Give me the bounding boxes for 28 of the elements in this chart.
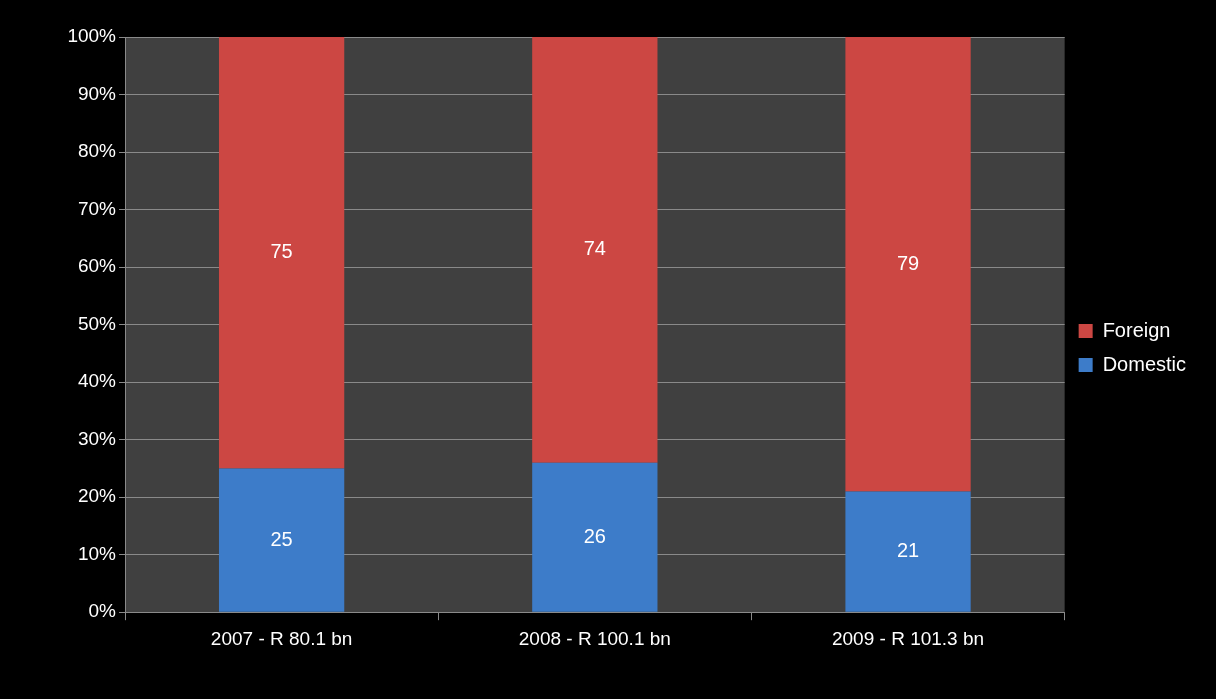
bar — [532, 462, 658, 612]
bar — [532, 37, 658, 463]
data-label: 75 — [270, 240, 293, 263]
x-tick-label: 2008 - R 100.1 bn — [518, 627, 671, 649]
bar — [845, 37, 971, 492]
bar — [218, 468, 345, 612]
y-tick-label: 80% — [77, 140, 117, 162]
y-tick-label: 40% — [77, 370, 117, 392]
y-tick-label: 0% — [88, 600, 117, 622]
data-label: 74 — [583, 237, 606, 260]
data-label: 26 — [583, 524, 606, 547]
x-tick-label: 2009 - R 101.3 bn — [831, 627, 985, 649]
data-label: 21 — [896, 539, 920, 562]
data-label: 25 — [270, 527, 293, 550]
y-tick-label: 70% — [77, 197, 117, 219]
data-label: 79 — [896, 251, 920, 274]
y-tick-label: 20% — [77, 485, 117, 507]
y-tick-label: 60% — [77, 255, 117, 277]
bar — [845, 491, 971, 612]
legend-label: Foreign — [1102, 318, 1171, 341]
x-tick-label: 2007 - R 80.1 bn — [210, 627, 353, 649]
y-tick-label: 100% — [67, 25, 117, 47]
legend-label: Domestic — [1102, 352, 1187, 375]
y-tick-label: 30% — [77, 427, 117, 449]
y-tick-label: 10% — [77, 542, 117, 564]
bar — [218, 37, 345, 469]
y-tick-label: 50% — [77, 312, 117, 334]
y-tick-label: 90% — [77, 82, 117, 104]
